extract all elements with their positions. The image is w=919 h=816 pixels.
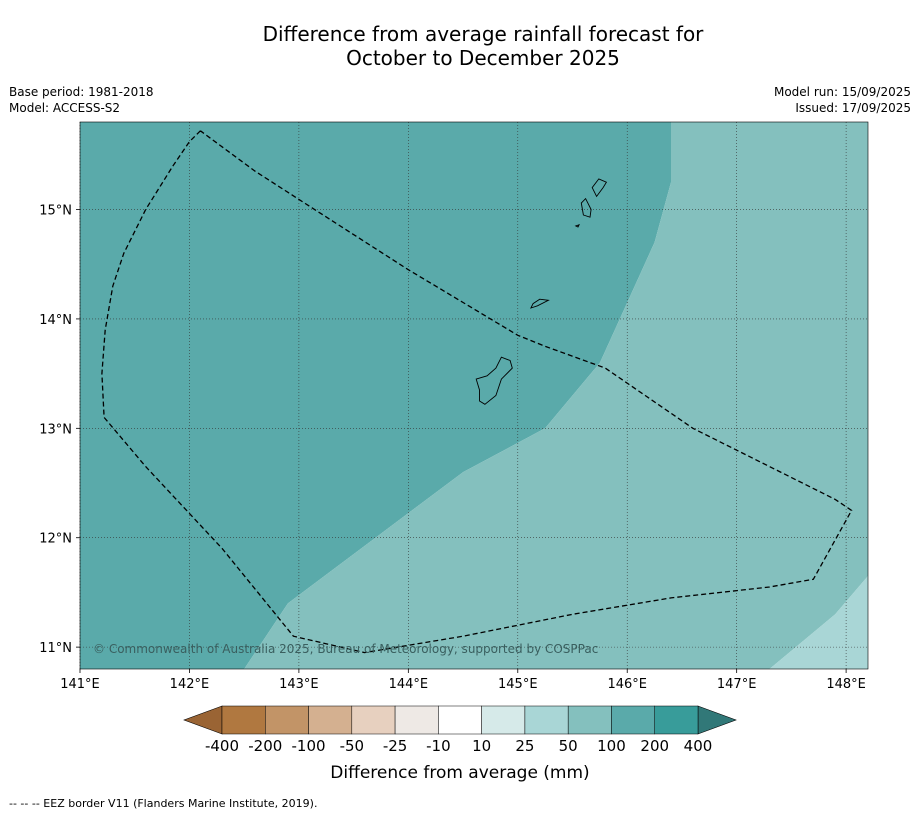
title-line-2: October to December 2025 bbox=[346, 46, 620, 70]
axis-ticks: 141°E 142°E 143°E 144°E 145°E 146°E 147°E 148°E… bbox=[39, 204, 866, 692]
colorbar-label: 50 bbox=[559, 737, 578, 755]
run-info: Model run: 15/09/2025 Issued: 17/09/2025 bbox=[774, 84, 911, 116]
colorbar-label: -100 bbox=[292, 737, 326, 755]
colorbar-label: 400 bbox=[684, 737, 713, 755]
colorbar-label: 200 bbox=[640, 737, 669, 755]
model-run-text: Model run: 15/09/2025 bbox=[773, 85, 911, 99]
lat-label: 15°N bbox=[39, 204, 72, 219]
colorbar-swatches bbox=[183, 705, 737, 735]
rainfall-zone-2 bbox=[769, 576, 868, 669]
rainfall-zone-0 bbox=[80, 122, 671, 669]
eez-source-note: -- -- -- EEZ border V11 (Flanders Marine… bbox=[9, 797, 318, 810]
model-info: Base period: 1981-2018 Model: ACCESS-S2 bbox=[9, 84, 154, 116]
island-outline-2 bbox=[580, 197, 592, 218]
copyright-notice: © Commonwealth of Australia 2025, Bureau… bbox=[93, 642, 598, 656]
colorbar-swatch bbox=[351, 705, 396, 735]
rainfall-map: © Commonwealth of Australia 2025, Bureau… bbox=[39, 121, 869, 692]
island-outline-0 bbox=[475, 356, 513, 405]
rainfall-zone-1 bbox=[244, 122, 868, 669]
lat-label: 11°N bbox=[39, 641, 72, 656]
lon-label: 141°E bbox=[60, 677, 100, 692]
colorbar-title: Difference from average (mm) bbox=[330, 763, 589, 783]
colorbar-swatch bbox=[265, 705, 309, 735]
colorbar-label: -10 bbox=[426, 737, 451, 755]
colorbar-label: -400 bbox=[205, 737, 239, 755]
lon-label: 145°E bbox=[498, 677, 538, 692]
map-frame bbox=[79, 121, 869, 670]
eez-border bbox=[101, 130, 853, 654]
colorbar-swatch bbox=[221, 705, 266, 735]
lon-label: 144°E bbox=[389, 677, 429, 692]
colorbar-swatch bbox=[611, 705, 655, 735]
title-line-1: Difference from average rainfall forecas… bbox=[262, 22, 704, 46]
colorbar-swatch bbox=[394, 705, 439, 735]
colorbar-label: 10 bbox=[472, 737, 491, 755]
colorbar-under-arrow bbox=[183, 705, 223, 735]
issued-text: Issued: 17/09/2025 bbox=[795, 101, 911, 115]
island-outline-3 bbox=[591, 178, 608, 198]
lon-label: 142°E bbox=[170, 677, 210, 692]
map-title: Difference from average rainfall forecas… bbox=[0, 22, 919, 70]
lon-label: 147°E bbox=[717, 677, 757, 692]
island-outline-1 bbox=[530, 298, 550, 309]
lon-label: 148°E bbox=[826, 677, 866, 692]
colorbar-over-arrow bbox=[697, 705, 737, 735]
colorbar-swatch bbox=[524, 705, 569, 735]
colorbar-label: -50 bbox=[340, 737, 365, 755]
lat-label: 13°N bbox=[39, 422, 72, 437]
colorbar-label: 100 bbox=[597, 737, 626, 755]
colorbar-label: -25 bbox=[383, 737, 408, 755]
colorbar-label: -200 bbox=[248, 737, 282, 755]
rainfall-zones bbox=[80, 122, 868, 669]
colorbar-labels: -400 -200 -100 -50 -25 -10 10 25 50 100 200 400 bbox=[205, 737, 712, 755]
lat-label: 12°N bbox=[39, 532, 72, 547]
island-outline-4 bbox=[574, 224, 580, 228]
lon-label: 143°E bbox=[279, 677, 319, 692]
coastlines bbox=[475, 178, 608, 405]
colorbar-swatch bbox=[438, 705, 482, 735]
colorbar-swatch bbox=[481, 705, 526, 735]
lat-label: 14°N bbox=[39, 313, 72, 328]
colorbar-swatch bbox=[567, 705, 612, 735]
colorbar-swatch bbox=[654, 705, 699, 735]
colorbar-swatch bbox=[308, 705, 353, 735]
base-period-text: Base period: 1981-2018 bbox=[9, 85, 154, 99]
model-text: Model: ACCESS-S2 bbox=[9, 101, 121, 115]
colorbar-label: 25 bbox=[515, 737, 534, 755]
lon-label: 146°E bbox=[607, 677, 647, 692]
